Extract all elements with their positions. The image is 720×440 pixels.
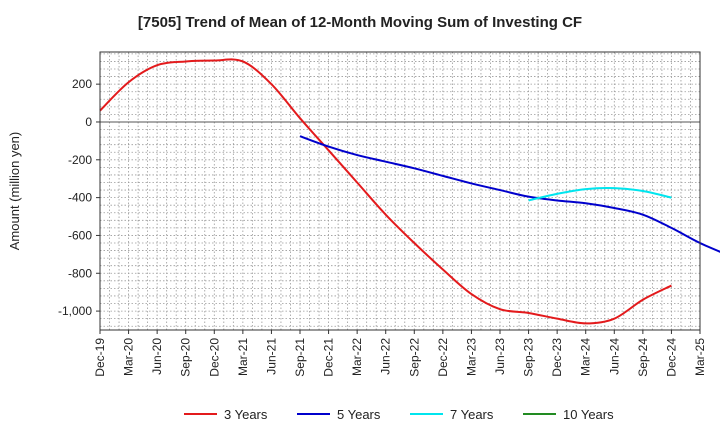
x-tick-label: Sep-23 xyxy=(522,338,536,377)
series-line-7-years xyxy=(528,187,672,202)
plot-border xyxy=(99,51,701,331)
legend: 3 Years 5 Years 7 Years 10 Years xyxy=(184,407,614,422)
legend-label-10-years: 10 Years xyxy=(563,407,614,422)
x-tick-label: Sep-22 xyxy=(407,338,421,377)
x-tick-label: Mar-24 xyxy=(579,338,593,376)
series-line-5-years xyxy=(299,135,720,253)
y-tick-label: -800 xyxy=(68,266,92,280)
chart-title: [7505] Trend of Mean of 12-Month Moving … xyxy=(137,14,583,31)
x-tick-label: Dec-22 xyxy=(436,338,450,377)
x-tick-label: Mar-20 xyxy=(122,338,136,376)
x-tick-label: Dec-19 xyxy=(93,338,107,377)
x-tick-label: Jun-20 xyxy=(150,338,164,375)
x-tick-label: Jun-21 xyxy=(264,338,278,375)
y-tick-label: 200 xyxy=(72,77,92,91)
x-tick-label: Mar-21 xyxy=(236,338,250,376)
x-tick-label: Jun-23 xyxy=(493,338,507,375)
x-tick-label: Jun-22 xyxy=(379,338,393,375)
x-tick-label: Sep-24 xyxy=(636,338,650,377)
x-tick-label: Mar-23 xyxy=(464,338,478,376)
x-tick-label: Dec-21 xyxy=(322,338,336,377)
x-tick-label: Jun-24 xyxy=(607,338,621,375)
x-tick-label: Mar-25 xyxy=(693,338,707,376)
x-tick-label: Dec-20 xyxy=(207,338,221,377)
grid-layer xyxy=(100,52,700,330)
y-axis-ticks: 200 0 -200 -400 -600 -800 -1,000 xyxy=(58,77,100,318)
y-tick-label: 0 xyxy=(85,115,92,129)
x-axis-ticks: Dec-19 Mar-20 Jun-20 Sep-20 Dec-20 Mar-21 Jun-… xyxy=(93,330,707,377)
series-line-3-years xyxy=(99,58,672,325)
x-tick-label: Sep-21 xyxy=(293,338,307,377)
x-tick-label: Dec-23 xyxy=(550,338,564,377)
legend-label-7-years: 7 Years xyxy=(450,407,494,422)
y-tick-label: -400 xyxy=(68,191,92,205)
x-tick-label: Dec-24 xyxy=(664,338,678,377)
legend-label-3-years: 3 Years xyxy=(224,407,268,422)
y-tick-label: -1,000 xyxy=(58,304,92,318)
x-tick-label: Sep-20 xyxy=(179,338,193,377)
legend-label-5-years: 5 Years xyxy=(337,407,381,422)
series-layer xyxy=(99,58,720,325)
y-tick-label: -200 xyxy=(68,153,92,167)
x-tick-label: Mar-22 xyxy=(350,338,364,376)
plot-area xyxy=(100,52,700,330)
y-axis-label: Amount (million yen) xyxy=(7,132,22,251)
y-tick-label: -600 xyxy=(68,228,92,242)
